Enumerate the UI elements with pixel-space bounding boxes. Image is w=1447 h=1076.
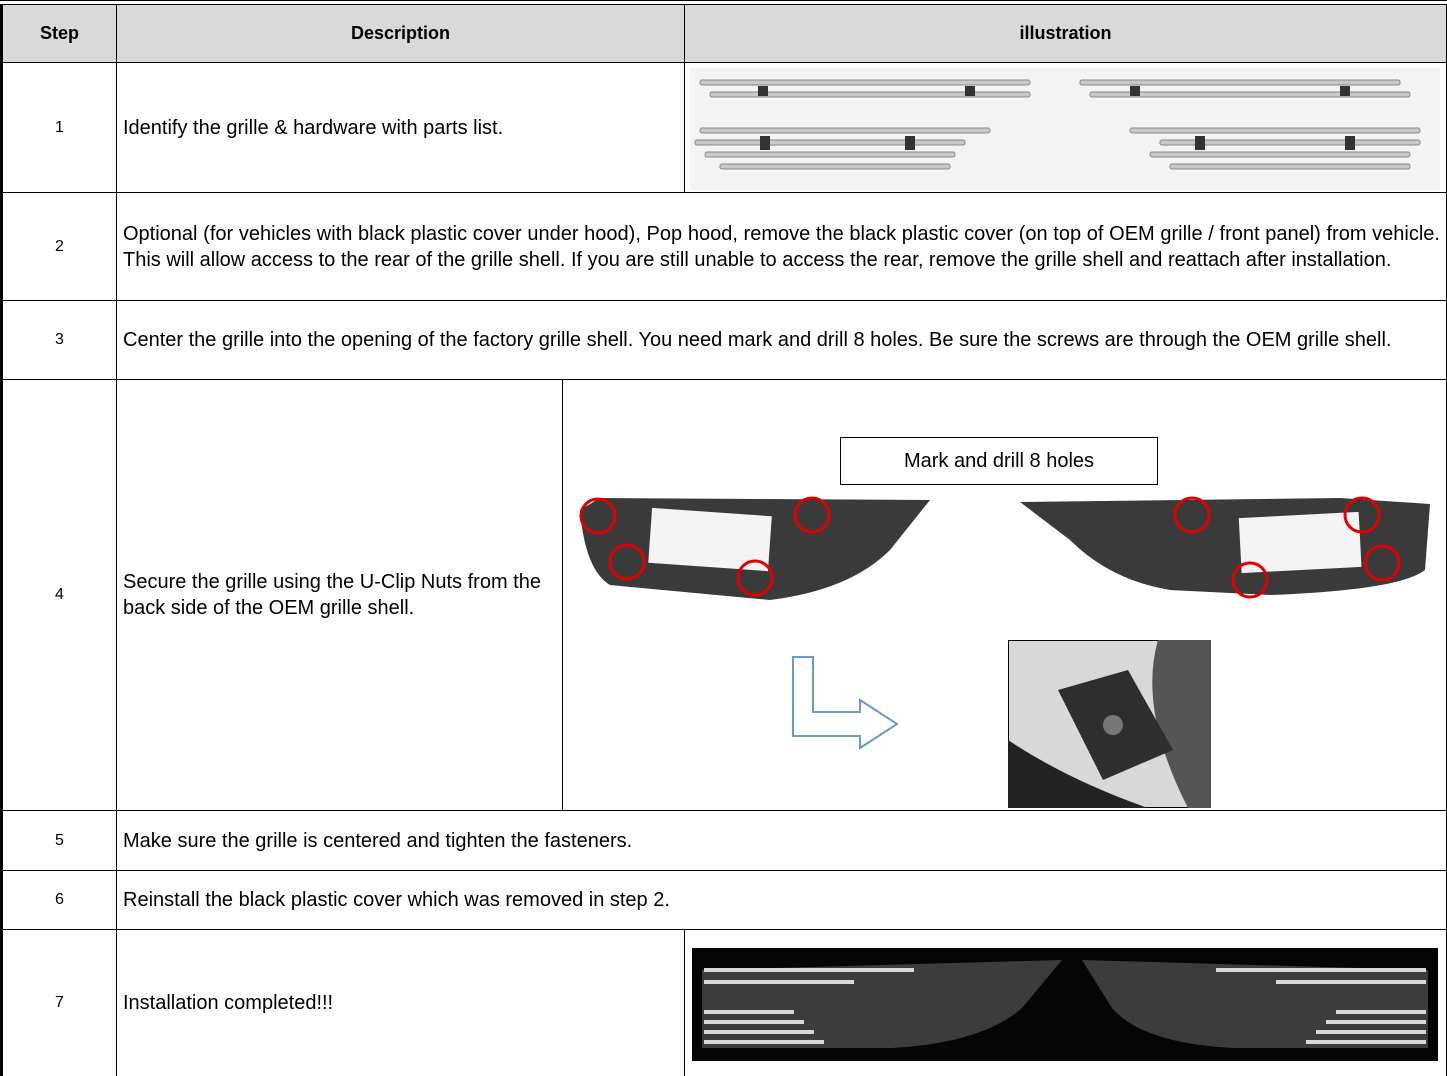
description: Optional (for vehicles with black plasti… — [117, 193, 1447, 301]
grille-photo — [690, 68, 1440, 190]
shell-photo — [579, 496, 1430, 600]
description: Reinstall the black plastic cover which … — [117, 871, 1447, 930]
header-step: Step — [0, 5, 117, 63]
description: Identify the grille & hardware with part… — [117, 63, 685, 193]
top-rule — [0, 0, 1447, 5]
installed-photo — [692, 948, 1438, 1061]
header-description: Description — [117, 5, 685, 63]
description: Make sure the grille is centered and tig… — [117, 811, 1447, 871]
step: 4 — [0, 380, 117, 811]
step: 1 — [0, 63, 117, 193]
description: Secure the grille using the U-Clip Nuts … — [117, 380, 563, 811]
step: 3 — [0, 301, 117, 380]
description: Installation completed!!! — [117, 930, 685, 1076]
uclip-photo — [1008, 640, 1211, 808]
header-illustration: illustration — [685, 5, 1447, 63]
description: Center the grille into the opening of th… — [117, 301, 1447, 380]
step: 6 — [0, 871, 117, 930]
step: 2 — [0, 193, 117, 301]
step: 5 — [0, 811, 117, 871]
step: 7 — [0, 930, 117, 1076]
arrow — [792, 656, 899, 750]
callout: Mark and drill 8 holes — [840, 437, 1158, 485]
